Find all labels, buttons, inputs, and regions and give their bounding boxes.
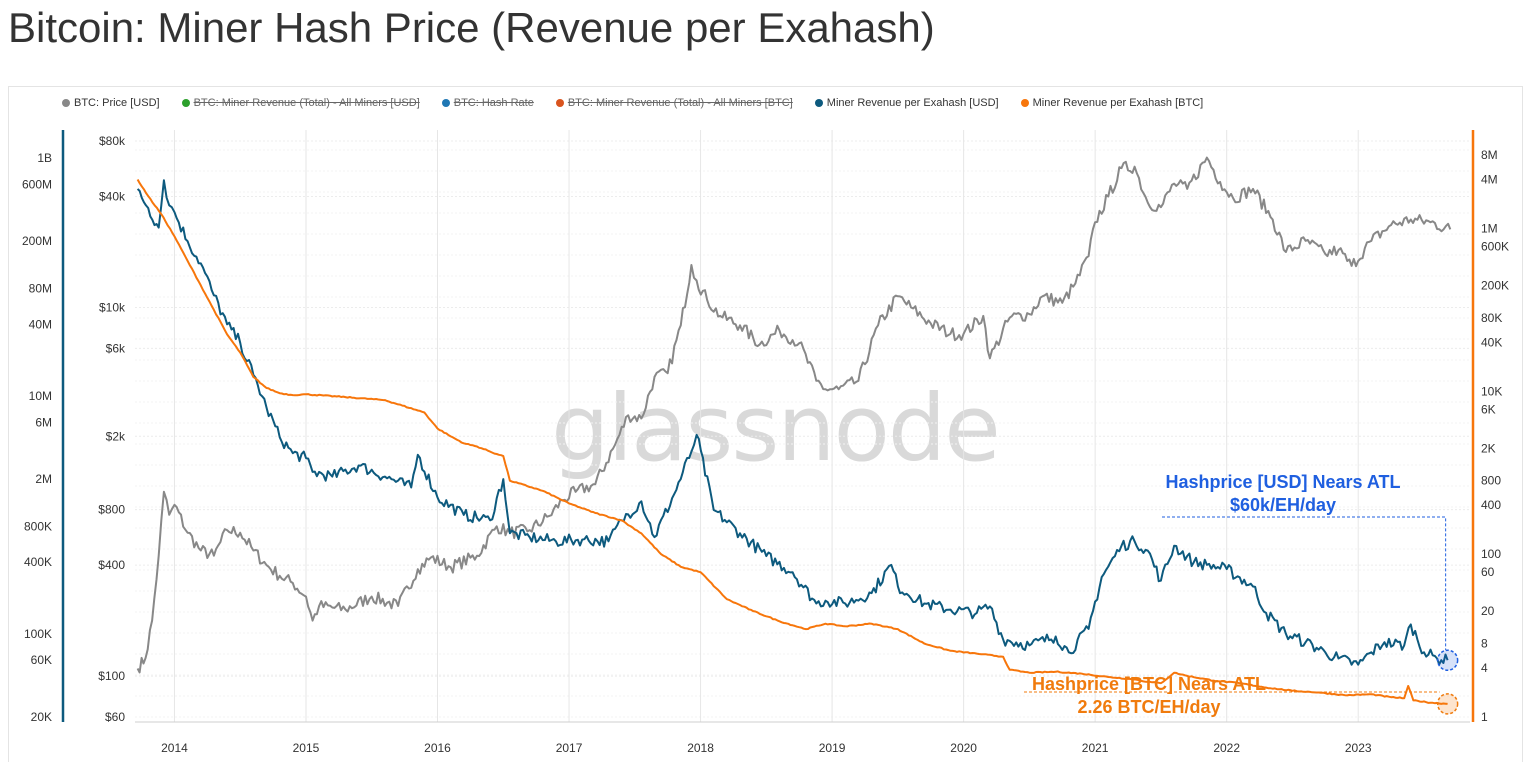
x-tick-label-0: 2014 bbox=[161, 741, 188, 755]
legend-dot bbox=[441, 99, 450, 107]
annotation-usd-line2: $60k/EH/day bbox=[1230, 495, 1336, 515]
legend-dot bbox=[814, 99, 823, 107]
y-tick-price-6: $400 bbox=[98, 558, 125, 572]
legend-dot bbox=[1020, 99, 1029, 107]
y-tick-hashprice-usd-8: 800K bbox=[24, 519, 52, 533]
legend-item-1[interactable]: BTC: Miner Revenue (Total) - All Miners … bbox=[181, 97, 420, 109]
legend-dot bbox=[181, 99, 190, 107]
y-tick-hashprice-btc-13: 60 bbox=[1481, 565, 1495, 579]
y-tick-hashprice-usd-9: 400K bbox=[24, 555, 52, 569]
legend-label: Miner Revenue per Exahash [BTC] bbox=[1032, 97, 1204, 109]
y-tick-hashprice-usd-6: 6M bbox=[35, 415, 52, 429]
y-tick-hashprice-btc-3: 600K bbox=[1481, 240, 1509, 254]
annotation-btc-line1: Hashprice [BTC] Nears ATL bbox=[1032, 674, 1266, 694]
x-tick-label-5: 2019 bbox=[819, 741, 846, 755]
watermark: glassnode bbox=[551, 375, 999, 482]
annotation-btc-line2: 2.26 BTC/EH/day bbox=[1077, 697, 1220, 717]
y-tick-price-0: $80k bbox=[99, 134, 126, 148]
y-tick-hashprice-btc-15: 8 bbox=[1481, 636, 1488, 650]
x-tick-label-9: 2023 bbox=[1345, 741, 1372, 755]
y-tick-price-5: $800 bbox=[98, 503, 125, 517]
legend-item-2[interactable]: BTC: Hash Rate bbox=[441, 97, 534, 109]
chart-legend: BTC: Price [USD] BTC: Miner Revenue (Tota… bbox=[62, 95, 1225, 111]
series-lines bbox=[136, 156, 1452, 705]
x-tick-label-4: 2018 bbox=[687, 741, 714, 755]
y-tick-hashprice-btc-2: 1M bbox=[1481, 222, 1498, 236]
y-tick-hashprice-btc-1: 4M bbox=[1481, 173, 1498, 187]
legend-item-5[interactable]: Miner Revenue per Exahash [BTC] bbox=[1020, 97, 1204, 109]
series-line-0 bbox=[136, 156, 1452, 674]
legend-label: BTC: Miner Revenue (Total) - All Miners … bbox=[193, 97, 420, 109]
legend-dot bbox=[62, 99, 70, 107]
annotation-usd-marker bbox=[1436, 649, 1459, 671]
annotations: Hashprice [USD] Nears ATL $60k/EH/day Ha… bbox=[1024, 472, 1459, 717]
y-tick-hashprice-btc-17: 1 bbox=[1481, 710, 1488, 724]
series-line-1 bbox=[136, 179, 1449, 666]
y-tick-hashprice-usd-5: 10M bbox=[29, 389, 52, 403]
y-tick-hashprice-usd-4: 40M bbox=[29, 317, 52, 331]
page-title: Bitcoin: Miner Hash Price (Revenue per E… bbox=[8, 4, 935, 51]
x-tick-label-3: 2017 bbox=[556, 741, 583, 755]
annotation-btc-marker bbox=[1436, 693, 1459, 715]
y-tick-hashprice-usd-2: 200M bbox=[22, 234, 52, 248]
y-tick-hashprice-btc-12: 100 bbox=[1481, 547, 1501, 561]
legend-label: BTC: Price [USD] bbox=[74, 97, 160, 109]
y-tick-price-8: $60 bbox=[105, 710, 125, 724]
y-tick-price-4: $2k bbox=[106, 429, 126, 443]
legend-item-0[interactable]: BTC: Price [USD] bbox=[62, 97, 160, 109]
x-tick-label-2: 2016 bbox=[424, 741, 451, 755]
legend-label: BTC: Miner Revenue (Total) - All Miners … bbox=[567, 97, 793, 109]
legend-label: Miner Revenue per Exahash [USD] bbox=[826, 97, 999, 109]
legend-label: BTC: Hash Rate bbox=[453, 97, 534, 109]
x-tick-label-7: 2021 bbox=[1082, 741, 1109, 755]
y-tick-hashprice-btc-16: 4 bbox=[1481, 661, 1488, 675]
y-tick-hashprice-usd-3: 80M bbox=[29, 281, 52, 295]
y-tick-price-3: $6k bbox=[106, 341, 126, 355]
series-line-2 bbox=[136, 179, 1448, 705]
y-tick-hashprice-btc-11: 400 bbox=[1481, 498, 1501, 512]
legend-item-4[interactable]: Miner Revenue per Exahash [USD] bbox=[814, 97, 999, 109]
y-tick-hashprice-usd-12: 20K bbox=[31, 710, 52, 724]
y-tick-hashprice-usd-0: 1B bbox=[37, 151, 52, 165]
annotation-usd-leader bbox=[1162, 516, 1447, 651]
x-tick-label-8: 2022 bbox=[1213, 741, 1240, 755]
y-tick-hashprice-usd-7: 2M bbox=[35, 472, 52, 486]
chart-frame bbox=[8, 86, 1523, 762]
y-tick-hashprice-btc-9: 2K bbox=[1481, 441, 1496, 455]
y-tick-hashprice-btc-7: 10K bbox=[1481, 384, 1502, 398]
y-tick-price-1: $40k bbox=[99, 189, 126, 203]
y-tick-hashprice-btc-8: 6K bbox=[1481, 402, 1496, 416]
x-tick-label-6: 2020 bbox=[950, 741, 977, 755]
y-tick-hashprice-usd-1: 600M bbox=[22, 177, 52, 191]
x-tick-label-1: 2015 bbox=[293, 741, 320, 755]
y-tick-hashprice-btc-4: 200K bbox=[1481, 278, 1509, 292]
y-tick-hashprice-btc-0: 8M bbox=[1481, 148, 1498, 162]
legend-dot bbox=[555, 99, 564, 107]
y-tick-hashprice-btc-10: 800 bbox=[1481, 474, 1501, 488]
y-tick-hashprice-btc-6: 40K bbox=[1481, 335, 1502, 349]
axes: 2014 2015 2016 2017 2018 2019 2020 2021 2022 2023… bbox=[22, 130, 1509, 755]
y-tick-price-2: $10k bbox=[99, 300, 126, 314]
annotation-usd-line1: Hashprice [USD] Nears ATL bbox=[1165, 472, 1400, 492]
y-tick-hashprice-usd-10: 100K bbox=[24, 627, 52, 641]
legend-item-3[interactable]: BTC: Miner Revenue (Total) - All Miners … bbox=[555, 97, 793, 109]
y-tick-hashprice-usd-11: 60K bbox=[31, 653, 52, 667]
y-tick-hashprice-btc-5: 80K bbox=[1481, 311, 1502, 325]
y-tick-price-7: $100 bbox=[98, 669, 125, 683]
y-tick-hashprice-btc-14: 20 bbox=[1481, 604, 1495, 618]
